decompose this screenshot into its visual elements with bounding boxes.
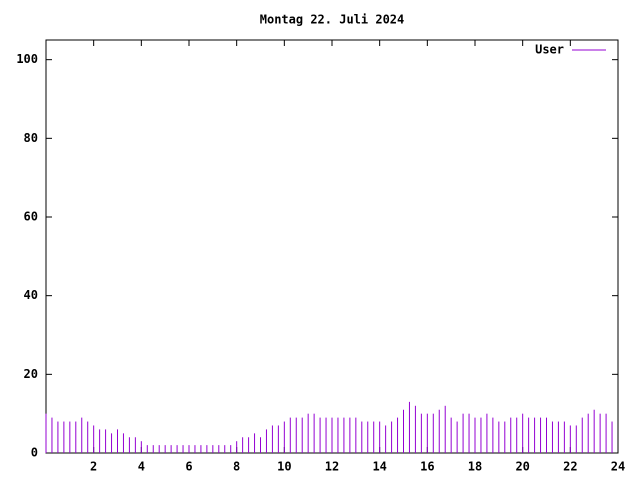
x-tick-label: 8 <box>233 460 240 474</box>
x-tick-label: 24 <box>611 460 625 474</box>
x-tick-label: 12 <box>325 460 339 474</box>
y-tick-label: 60 <box>24 210 38 224</box>
x-tick-label: 14 <box>372 460 386 474</box>
chart-title: Montag 22. Juli 2024 <box>260 13 405 27</box>
y-tick-label: 20 <box>24 367 38 381</box>
y-tick-label: 100 <box>16 52 38 66</box>
x-tick-label: 22 <box>563 460 577 474</box>
x-tick-label: 6 <box>185 460 192 474</box>
legend-label: User <box>535 43 564 57</box>
x-tick-label: 4 <box>138 460 145 474</box>
y-tick-label: 80 <box>24 131 38 145</box>
x-tick-label: 18 <box>468 460 482 474</box>
x-tick-label: 20 <box>515 460 529 474</box>
x-tick-label: 16 <box>420 460 434 474</box>
x-tick-label: 2 <box>90 460 97 474</box>
y-tick-label: 40 <box>24 288 38 302</box>
y-tick-label: 0 <box>31 446 38 460</box>
x-tick-label: 10 <box>277 460 291 474</box>
